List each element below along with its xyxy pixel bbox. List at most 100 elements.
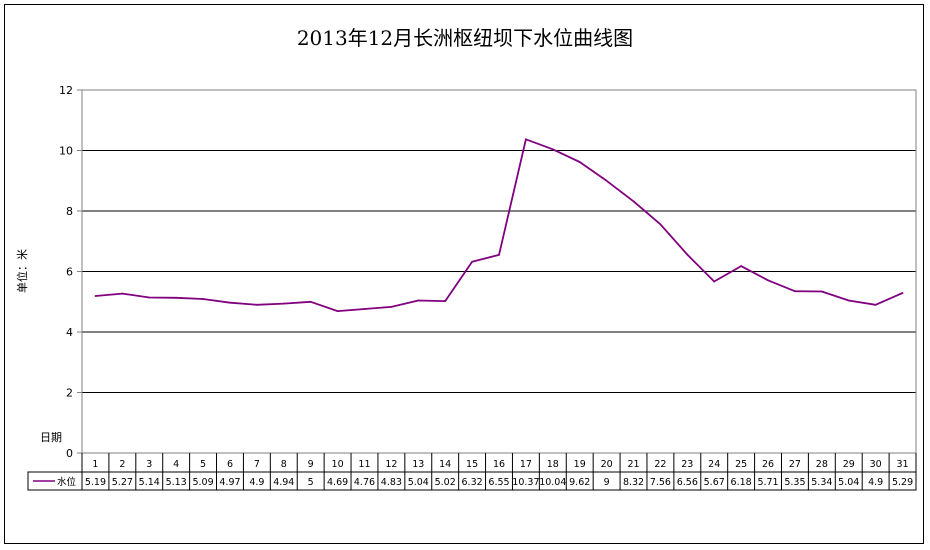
- data-label: 6.18: [731, 477, 752, 488]
- data-point: [686, 253, 689, 256]
- x-tick-label: 27: [789, 459, 801, 470]
- x-tick-label: 4: [173, 459, 179, 470]
- data-point: [282, 302, 285, 305]
- data-label: 4.97: [219, 477, 240, 488]
- data-label: 5.34: [811, 477, 832, 488]
- data-point: [121, 292, 124, 295]
- x-axis-label: 日期: [40, 431, 62, 444]
- series-line-layer: [94, 138, 904, 313]
- data-point: [390, 305, 393, 308]
- data-label: 5.27: [112, 477, 133, 488]
- data-point: [605, 179, 608, 182]
- data-label: 5: [308, 477, 314, 488]
- data-point: [713, 280, 716, 283]
- series-line-water-level: [95, 138, 903, 313]
- x-tick-label: 2: [119, 459, 125, 470]
- x-tick-label: 26: [762, 459, 774, 470]
- data-point: [363, 308, 366, 310]
- x-tick-label: 5: [200, 459, 206, 470]
- x-tick-label: 31: [897, 459, 909, 470]
- data-point: [525, 138, 527, 141]
- data-label: 5.04: [838, 477, 859, 488]
- x-tick-label: 22: [654, 459, 666, 470]
- x-tick-label: 11: [358, 459, 370, 470]
- data-point: [94, 295, 97, 297]
- x-tick-label: 18: [547, 459, 559, 470]
- y-tick-label: 8: [66, 205, 73, 218]
- data-label: 10.37: [512, 477, 539, 488]
- data-point: [498, 253, 500, 256]
- data-label: 6.56: [677, 477, 698, 488]
- data-point: [229, 301, 231, 304]
- data-label: 4.69: [327, 477, 348, 488]
- data-point: [551, 148, 554, 151]
- x-tick-label: 21: [627, 459, 639, 470]
- data-table: 水位 1 5.19 2 5.27 3 5.14 4 5.13 5 5.09 6 4.97 7 4.9 8 4.9…: [27, 453, 917, 491]
- data-point: [740, 265, 743, 267]
- y-tick-label: 6: [66, 266, 73, 279]
- data-point: [202, 298, 204, 300]
- data-label: 5.13: [166, 477, 187, 488]
- x-tick-label: 3: [146, 459, 152, 470]
- x-tick-label: 24: [708, 459, 720, 470]
- data-label: 9: [604, 477, 610, 488]
- x-tick-label: 15: [466, 459, 478, 470]
- data-point: [767, 279, 769, 282]
- data-point: [336, 310, 339, 313]
- x-tick-label: 16: [493, 459, 505, 470]
- data-point: [847, 299, 850, 302]
- x-tick-label: 13: [412, 459, 424, 470]
- legend-label: 水位: [57, 476, 77, 488]
- x-tick-label: 23: [681, 459, 693, 470]
- data-label: 5.71: [757, 477, 778, 488]
- x-tick-label: 25: [735, 459, 747, 470]
- data-point: [874, 303, 877, 306]
- chart-title: 2013年12月长洲枢纽坝下水位曲线图: [297, 26, 633, 50]
- data-label: 4.76: [354, 477, 375, 488]
- data-point: [659, 223, 662, 226]
- data-point: [309, 300, 312, 303]
- data-point: [417, 299, 420, 302]
- data-label: 6.32: [462, 477, 483, 488]
- data-label: 5.67: [704, 477, 725, 488]
- data-label: 5.29: [892, 477, 913, 488]
- y-axis-ticks: 0 2 4 6 8 10 12: [59, 84, 82, 460]
- y-tick-label: 0: [66, 447, 73, 460]
- data-point: [148, 296, 151, 299]
- y-tick-label: 2: [66, 387, 73, 400]
- data-point: [444, 300, 447, 303]
- data-label: 9.62: [569, 477, 590, 488]
- x-tick-label: 8: [281, 459, 287, 470]
- x-tick-label: 6: [227, 459, 233, 470]
- x-tick-label: 30: [870, 459, 882, 470]
- x-tick-label: 1: [92, 459, 98, 470]
- x-tick-label: 7: [254, 459, 260, 470]
- y-tick-label: 4: [66, 326, 73, 339]
- data-label: 4.83: [381, 477, 402, 488]
- x-tick-label: 28: [816, 459, 828, 470]
- y-tick-label: 12: [59, 84, 73, 97]
- data-label: 7.56: [650, 477, 671, 488]
- data-label: 10.04: [539, 477, 566, 488]
- x-tick-label: 9: [308, 459, 314, 470]
- data-point: [820, 290, 823, 293]
- data-label: 5.19: [85, 477, 106, 488]
- data-point: [471, 260, 473, 263]
- data-label: 5.35: [784, 477, 805, 488]
- data-label: 4.94: [273, 477, 294, 488]
- x-tick-label: 19: [574, 459, 586, 470]
- data-label: 5.02: [435, 477, 456, 488]
- y-axis-label: 单位：米: [15, 249, 29, 293]
- x-tick-label: 10: [332, 459, 344, 470]
- gridlines: [82, 89, 916, 393]
- y-tick-label: 10: [59, 145, 73, 158]
- data-label: 5.14: [139, 477, 160, 488]
- data-label: 5.04: [408, 477, 429, 488]
- data-label: 5.09: [192, 477, 213, 488]
- data-label: 8.32: [623, 477, 644, 488]
- x-tick-label: 20: [601, 459, 613, 470]
- data-point: [901, 292, 904, 294]
- data-point: [255, 303, 258, 306]
- data-label: 4.9: [249, 477, 264, 488]
